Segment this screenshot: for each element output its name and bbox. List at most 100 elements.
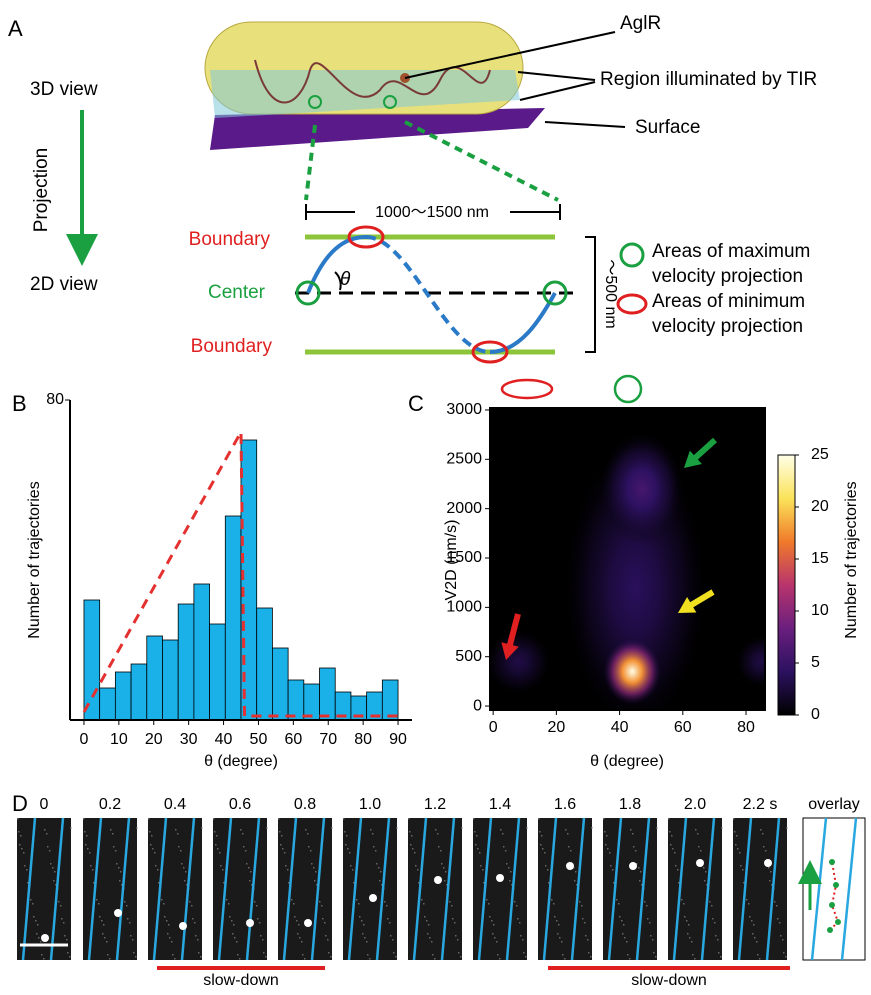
overlay-dot xyxy=(827,927,833,933)
bar xyxy=(319,667,336,721)
noise xyxy=(349,852,351,854)
noise xyxy=(559,937,561,939)
noise xyxy=(488,903,490,905)
leader xyxy=(404,31,616,79)
noise xyxy=(222,869,224,871)
noise xyxy=(319,901,321,903)
noise xyxy=(604,831,606,833)
noise xyxy=(228,903,230,905)
noise xyxy=(378,867,380,869)
bar xyxy=(162,639,179,721)
noise xyxy=(547,869,549,871)
label: Boundary xyxy=(191,336,273,357)
noise xyxy=(565,829,567,831)
noise xyxy=(129,922,131,924)
noise xyxy=(493,924,495,926)
arrow-head xyxy=(684,450,702,468)
noise xyxy=(434,958,436,960)
noise xyxy=(613,882,615,884)
noise xyxy=(136,827,138,829)
noise xyxy=(411,835,413,837)
spot xyxy=(114,909,122,917)
noise xyxy=(763,846,765,848)
noise xyxy=(675,865,677,867)
noise xyxy=(688,924,690,926)
cell-edge xyxy=(347,817,363,961)
noise xyxy=(588,952,590,954)
time-label: 1.0 xyxy=(359,796,381,813)
noise xyxy=(753,924,755,926)
noise xyxy=(296,920,298,922)
cell-edge xyxy=(570,817,586,961)
noise xyxy=(69,956,71,958)
noise xyxy=(307,833,309,835)
noise xyxy=(263,952,265,954)
noise xyxy=(694,958,696,960)
frame xyxy=(489,407,766,711)
noise xyxy=(626,941,628,943)
noise xyxy=(60,905,62,907)
noise xyxy=(479,852,481,854)
noise xyxy=(612,869,614,871)
spot xyxy=(434,876,442,884)
noise xyxy=(299,937,301,939)
noise xyxy=(63,922,65,924)
noise xyxy=(366,941,368,943)
min-marker xyxy=(471,340,509,364)
noise xyxy=(777,918,779,920)
noise xyxy=(387,918,389,920)
noise xyxy=(96,899,98,901)
noise xyxy=(421,899,423,901)
noise xyxy=(538,818,540,820)
noise xyxy=(256,905,258,907)
noise xyxy=(186,884,188,886)
noise xyxy=(40,941,42,943)
label: 3D view xyxy=(30,79,98,100)
noise xyxy=(327,939,329,941)
noise xyxy=(280,844,282,846)
noise xyxy=(705,871,707,873)
hotspot xyxy=(600,433,683,545)
noise xyxy=(358,903,360,905)
noise xyxy=(721,827,723,829)
noise xyxy=(133,952,135,954)
noise xyxy=(20,835,22,837)
bar xyxy=(224,515,242,721)
noise xyxy=(41,954,43,956)
spot xyxy=(246,919,254,927)
y-tick-label: 2000 xyxy=(446,500,482,517)
noise xyxy=(175,829,177,831)
noise xyxy=(284,852,286,854)
cell-edge xyxy=(542,817,558,961)
noise xyxy=(633,846,635,848)
colorbar-label: Number of trajectories xyxy=(843,481,860,638)
noise xyxy=(257,918,259,920)
noise xyxy=(369,958,371,960)
cell-edge xyxy=(840,817,858,961)
noise xyxy=(684,916,686,918)
noise xyxy=(623,924,625,926)
noise xyxy=(445,871,447,873)
colorbar-tick-label: 10 xyxy=(811,602,829,619)
noise xyxy=(733,818,735,820)
arrow-head xyxy=(501,642,519,660)
label: 2D view xyxy=(30,274,98,295)
hotspot xyxy=(603,638,661,705)
noise xyxy=(423,903,425,905)
min-marker xyxy=(500,378,554,400)
cell-edge xyxy=(607,817,623,961)
y-tick-label: 3000 xyxy=(446,401,482,418)
noise xyxy=(579,901,581,903)
label: 1000～1500 nm xyxy=(375,204,489,221)
noise xyxy=(605,844,607,846)
noise xyxy=(50,863,52,865)
noise xyxy=(669,831,671,833)
noise xyxy=(449,901,451,903)
noise xyxy=(502,833,504,835)
noise xyxy=(674,852,676,854)
noise xyxy=(381,884,383,886)
noise xyxy=(154,852,156,854)
noise xyxy=(698,846,700,848)
noise xyxy=(161,899,163,901)
cell-edge xyxy=(672,817,688,961)
